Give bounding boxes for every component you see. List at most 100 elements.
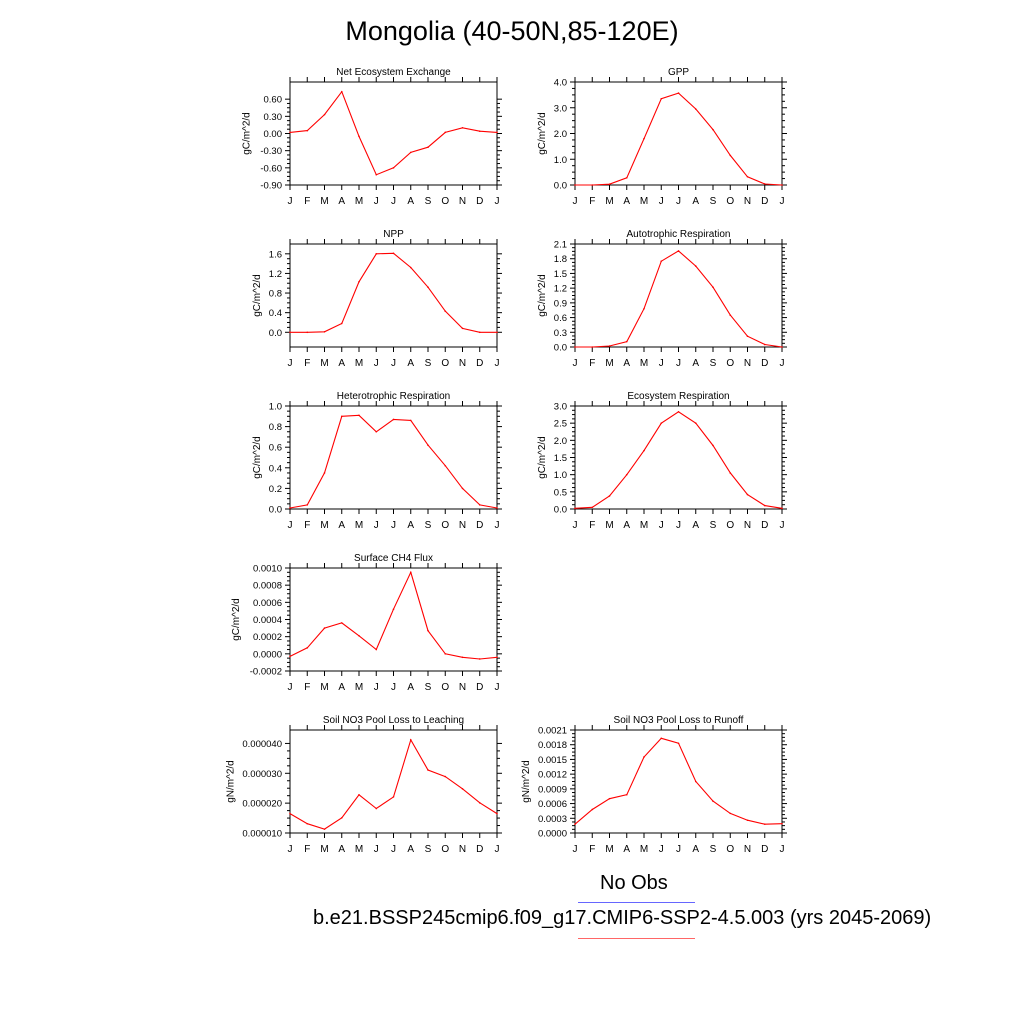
x-tick-label: M — [355, 682, 363, 693]
x-tick-label: A — [407, 196, 414, 207]
x-tick-label: A — [407, 358, 414, 369]
x-tick-label: S — [425, 844, 432, 855]
series-line — [289, 414, 498, 509]
data-point — [660, 97, 663, 100]
x-tick-label: J — [573, 358, 578, 369]
y-tick-label: 0.0006 — [253, 598, 282, 609]
y-tick-label: 0.0000 — [538, 829, 567, 840]
x-tick-label: D — [476, 358, 483, 369]
data-point — [409, 266, 412, 269]
x-tick-label: J — [374, 520, 379, 531]
data-point — [444, 464, 447, 467]
y-tick-label: 3.0 — [554, 402, 567, 413]
x-tick-label: A — [692, 358, 699, 369]
x-tick-label: J — [676, 520, 681, 531]
x-tick-label: J — [391, 196, 396, 207]
x-tick-label: N — [744, 196, 751, 207]
x-tick-label: N — [744, 844, 751, 855]
data-point — [340, 415, 343, 418]
x-tick-label: J — [495, 682, 500, 693]
x-tick-label: M — [320, 358, 328, 369]
y-tick-label: 0.4 — [269, 308, 282, 319]
data-point — [358, 793, 360, 796]
data-point — [427, 146, 429, 149]
data-point — [289, 507, 291, 509]
data-point — [444, 653, 447, 655]
x-tick-label: J — [573, 196, 578, 207]
data-point — [427, 444, 429, 446]
data-point — [781, 346, 783, 348]
y-tick-label: 0.0 — [269, 505, 282, 516]
data-point — [677, 411, 680, 413]
x-tick-label: A — [692, 844, 699, 855]
x-tick-label: J — [374, 682, 379, 693]
data-point — [323, 113, 326, 116]
x-tick-label: F — [589, 358, 595, 369]
y-tick-label: 0.0003 — [538, 814, 567, 825]
series-line — [289, 570, 498, 660]
x-tick-label: O — [441, 520, 449, 531]
data-point — [591, 808, 594, 811]
x-tick-label: J — [391, 682, 396, 693]
data-point — [746, 335, 749, 338]
panel-title: Soil NO3 Pool Loss to Leaching — [323, 715, 464, 726]
y-tick-label: 1.0 — [554, 470, 567, 481]
y-axis-label: gC/m^2/d — [252, 436, 263, 479]
data-point — [409, 419, 412, 422]
panel-title: Heterotrophic Respiration — [337, 391, 450, 402]
data-point — [358, 635, 360, 637]
y-tick-label: 0.8 — [269, 422, 282, 433]
data-point — [729, 812, 732, 815]
x-tick-label: M — [320, 520, 328, 531]
data-point — [608, 797, 611, 800]
x-tick-label: F — [304, 520, 310, 531]
data-point — [496, 507, 498, 509]
y-tick-label: 2.5 — [554, 419, 567, 430]
y-tick-label: 2.1 — [554, 240, 567, 251]
y-tick-label: 0.0 — [554, 181, 567, 192]
y-axis-label: gC/m^2/d — [537, 436, 548, 479]
x-tick-label: J — [780, 358, 785, 369]
data-point — [643, 137, 645, 140]
y-axis-label: gC/m^2/d — [231, 598, 242, 641]
page-title: Mongolia (40-50N,85-120E) — [345, 16, 679, 46]
data-point — [444, 775, 447, 778]
y-tick-label: 0.9 — [554, 298, 567, 309]
x-tick-label: J — [288, 358, 293, 369]
x-tick-label: F — [589, 844, 595, 855]
panel-title: Autotrophic Respiration — [627, 229, 731, 240]
x-tick-label: J — [391, 844, 396, 855]
series-line — [289, 738, 498, 830]
data-point — [625, 473, 628, 476]
x-tick-label: M — [355, 196, 363, 207]
x-tick-label: A — [692, 196, 699, 207]
data-point — [746, 819, 749, 822]
data-point — [763, 183, 766, 185]
x-tick-label: D — [476, 844, 483, 855]
y-tick-label: 0.0015 — [538, 755, 567, 766]
y-tick-label: 0.0002 — [253, 632, 282, 643]
y-tick-label: 0.60 — [264, 95, 283, 106]
x-tick-label: M — [355, 520, 363, 531]
data-point — [478, 504, 481, 506]
x-tick-label: J — [374, 844, 379, 855]
y-axis-label: gC/m^2/d — [537, 274, 548, 317]
x-tick-label: J — [676, 844, 681, 855]
y-tick-label: 0.000030 — [242, 769, 282, 780]
data-point — [712, 444, 714, 447]
x-tick-label: J — [573, 844, 578, 855]
x-tick-label: J — [659, 196, 664, 207]
y-tick-label: 0.4 — [269, 463, 282, 474]
x-tick-label: S — [425, 520, 432, 531]
x-tick-label: M — [640, 844, 648, 855]
y-tick-label: 0.0010 — [253, 564, 282, 575]
panel-title: Ecosystem Respiration — [627, 391, 729, 402]
data-point — [660, 737, 663, 740]
plot-frame — [289, 405, 498, 510]
data-point — [306, 129, 309, 132]
data-point — [746, 175, 749, 178]
x-tick-label: S — [425, 358, 432, 369]
data-point — [358, 414, 360, 417]
